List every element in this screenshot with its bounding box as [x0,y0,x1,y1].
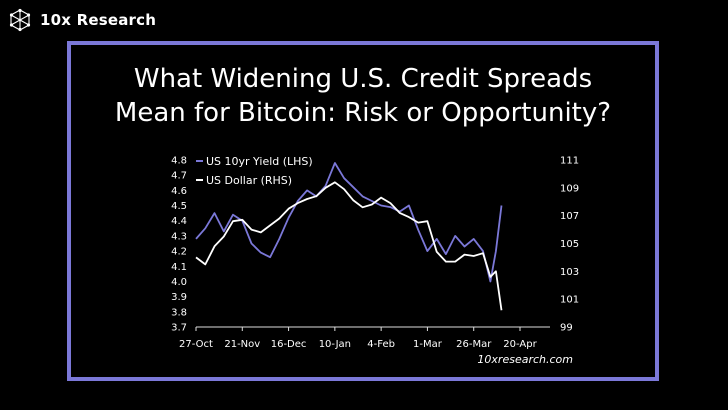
left-axis-tick-label: 4.3 [171,231,187,242]
network-hexagon-icon [9,8,31,32]
legend-dollar-label: US Dollar (RHS) [206,174,292,187]
left-axis-tick-label: 4.5 [171,201,187,212]
x-tick-label: 26-Mar [456,339,492,350]
left-axis-tick-label: 4.8 [171,156,187,167]
right-axis-tick-label: 107 [560,211,579,222]
left-axis-tick-label: 3.7 [171,323,187,334]
yield-series-line [195,162,503,283]
left-axis-tick-label: 3.9 [171,292,187,303]
x-tick-label: 21-Nov [224,339,260,350]
right-axis-tick-label: 109 [560,183,579,194]
x-tick-label: 16-Dec [271,339,307,350]
right-axis-tick-label: 101 [560,295,579,306]
chart-title-line-1: What Widening U.S. Credit Spreads [133,64,593,94]
x-tick-label: 4-Feb [367,339,395,350]
right-axis-tick-label: 103 [560,267,579,278]
left-axis-tick-label: 3.8 [171,307,187,318]
left-axis-tick-label: 4.2 [171,247,187,258]
brand-name: 10x Research [40,11,157,29]
chart-title-line-2: Mean for Bitcoin: Risk or Opportunity? [114,98,612,128]
x-tick-label: 10-Jan [319,339,351,350]
x-tick-label: 20-Apr [503,339,537,350]
left-axis-tick-label: 4.4 [171,216,187,227]
right-axis-tick-label: 111 [560,156,579,167]
left-axis-tick-label: 4.6 [171,186,187,197]
x-tick-label: 1-Mar [413,339,443,350]
x-tick-label: 27-Oct [179,339,213,350]
chart-title: What Widening U.S. Credit Spreads Mean f… [67,62,659,130]
left-axis-tick-label: 4.7 [171,171,187,182]
brand: 10x Research [8,8,156,32]
source-label: 10xresearch.com [477,353,573,366]
left-axis-tick-label: 4.0 [171,277,187,288]
legend-yield-label: US 10yr Yield (LHS) [206,155,313,168]
dollar-series-line [195,181,503,311]
right-axis-tick-label: 105 [560,239,579,250]
chart-frame [67,41,659,381]
right-axis-tick-label: 99 [560,323,573,334]
left-axis-tick-label: 4.1 [171,262,187,273]
